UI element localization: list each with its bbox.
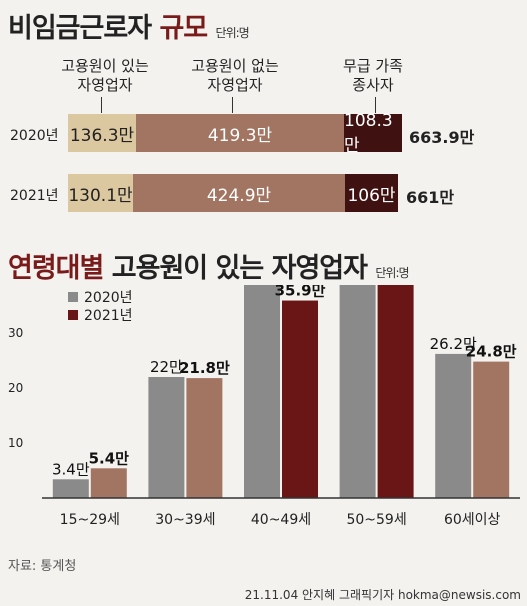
bar-2021 xyxy=(377,285,414,498)
col-header-line1: 고용원이 있는 xyxy=(61,57,149,75)
bar-2020 xyxy=(52,479,89,498)
credit-line: 21.11.04 안지혜 그래픽기자 hokma@newsis.com xyxy=(244,588,521,602)
x-tick-label: 60세이상 xyxy=(444,512,501,528)
segment-2021-without-employees: 424.9만 xyxy=(133,174,345,212)
segment-2020-unpaid-family: 108.3만 xyxy=(344,111,402,156)
bar-value-label: 24.8만 xyxy=(466,343,517,361)
col-header-line2: 자영업자 xyxy=(207,76,263,94)
bottom-title-dark: 고용원이 있는 자영업자 xyxy=(111,253,368,284)
top-unit-label: 단위:명 xyxy=(215,26,250,40)
col-header-unpaid-family: 무급 가족 종사자 xyxy=(318,57,428,95)
legend-label: 2020년 xyxy=(84,290,133,306)
segment-2020-with-employees: 136.3만 xyxy=(68,114,136,152)
x-tick-label: 30~39세 xyxy=(155,512,215,528)
total-2021: 661만 xyxy=(406,188,455,207)
y-tick-label: 10 xyxy=(8,436,23,450)
legend-label: 2021년 xyxy=(84,308,133,324)
bar-value-label: 26.2만 xyxy=(430,335,477,353)
y-tick-label: 30 xyxy=(8,326,23,340)
col-header-line2: 자영업자 xyxy=(77,76,133,94)
bar-2021 xyxy=(473,361,510,498)
segment-2020-without-employees: 419.3만 xyxy=(136,114,344,152)
bar-value-label: 35.9만 xyxy=(275,285,326,300)
col-header-line1: 무급 가족 xyxy=(343,57,403,75)
top-title-dark: 비임금근로자 xyxy=(8,13,152,44)
legend-swatch xyxy=(68,292,78,302)
bar-2020 xyxy=(148,377,185,498)
bar-value-label: 3.4만 xyxy=(52,460,90,478)
total-2020: 663.9만 xyxy=(409,128,475,147)
x-tick-label: 15~29세 xyxy=(60,512,120,528)
row-year-2020: 2020년 xyxy=(10,128,59,144)
connector-line xyxy=(375,97,376,113)
x-tick-label: 40~49세 xyxy=(251,512,311,528)
col-header-line2: 종사자 xyxy=(352,76,394,94)
x-tick-label: 50~59세 xyxy=(346,512,406,528)
top-title-accent: 규모 xyxy=(159,13,208,44)
bar-value-label: 21.8만 xyxy=(179,359,230,377)
col-header-line1: 고용원이 없는 xyxy=(191,57,279,75)
connector-line xyxy=(101,97,102,113)
row-year-2021: 2021년 xyxy=(10,188,59,204)
bar-2020 xyxy=(244,285,280,498)
top-chart-title: 비임금근로자 규모 단위:명 xyxy=(8,6,250,45)
bar-value-label: 22만 xyxy=(150,358,183,376)
connector-line xyxy=(232,97,233,113)
col-header-with-employees: 고용원이 있는 자영업자 xyxy=(35,57,175,95)
bar-2021 xyxy=(282,300,318,498)
source-note: 자료: 통계청 xyxy=(8,559,77,574)
bar-2021 xyxy=(186,378,223,498)
age-bar-chart: 1020304050만2020년2021년3.4만5.4만15~29세22만21… xyxy=(8,285,520,528)
bar-value-label: 5.4만 xyxy=(89,449,130,467)
bar-2021 xyxy=(90,468,127,498)
col-header-without-employees: 고용원이 없는 자영업자 xyxy=(165,57,305,95)
bar-2020 xyxy=(435,353,472,498)
y-tick-label: 20 xyxy=(8,381,23,395)
bottom-unit-label: 단위:명 xyxy=(375,266,409,280)
plot-area: 1020304050만2020년2021년3.4만5.4만15~29세22만21… xyxy=(8,285,520,528)
segment-2021-unpaid-family: 106만 xyxy=(345,174,398,212)
bar-2020 xyxy=(339,285,376,498)
legend-swatch xyxy=(68,310,78,320)
segment-2021-with-employees: 130.1만 xyxy=(68,174,133,212)
bottom-title-accent: 연령대별 xyxy=(8,253,104,284)
bottom-chart-title: 연령대별 고용원이 있는 자영업자 단위:명 xyxy=(8,246,410,285)
